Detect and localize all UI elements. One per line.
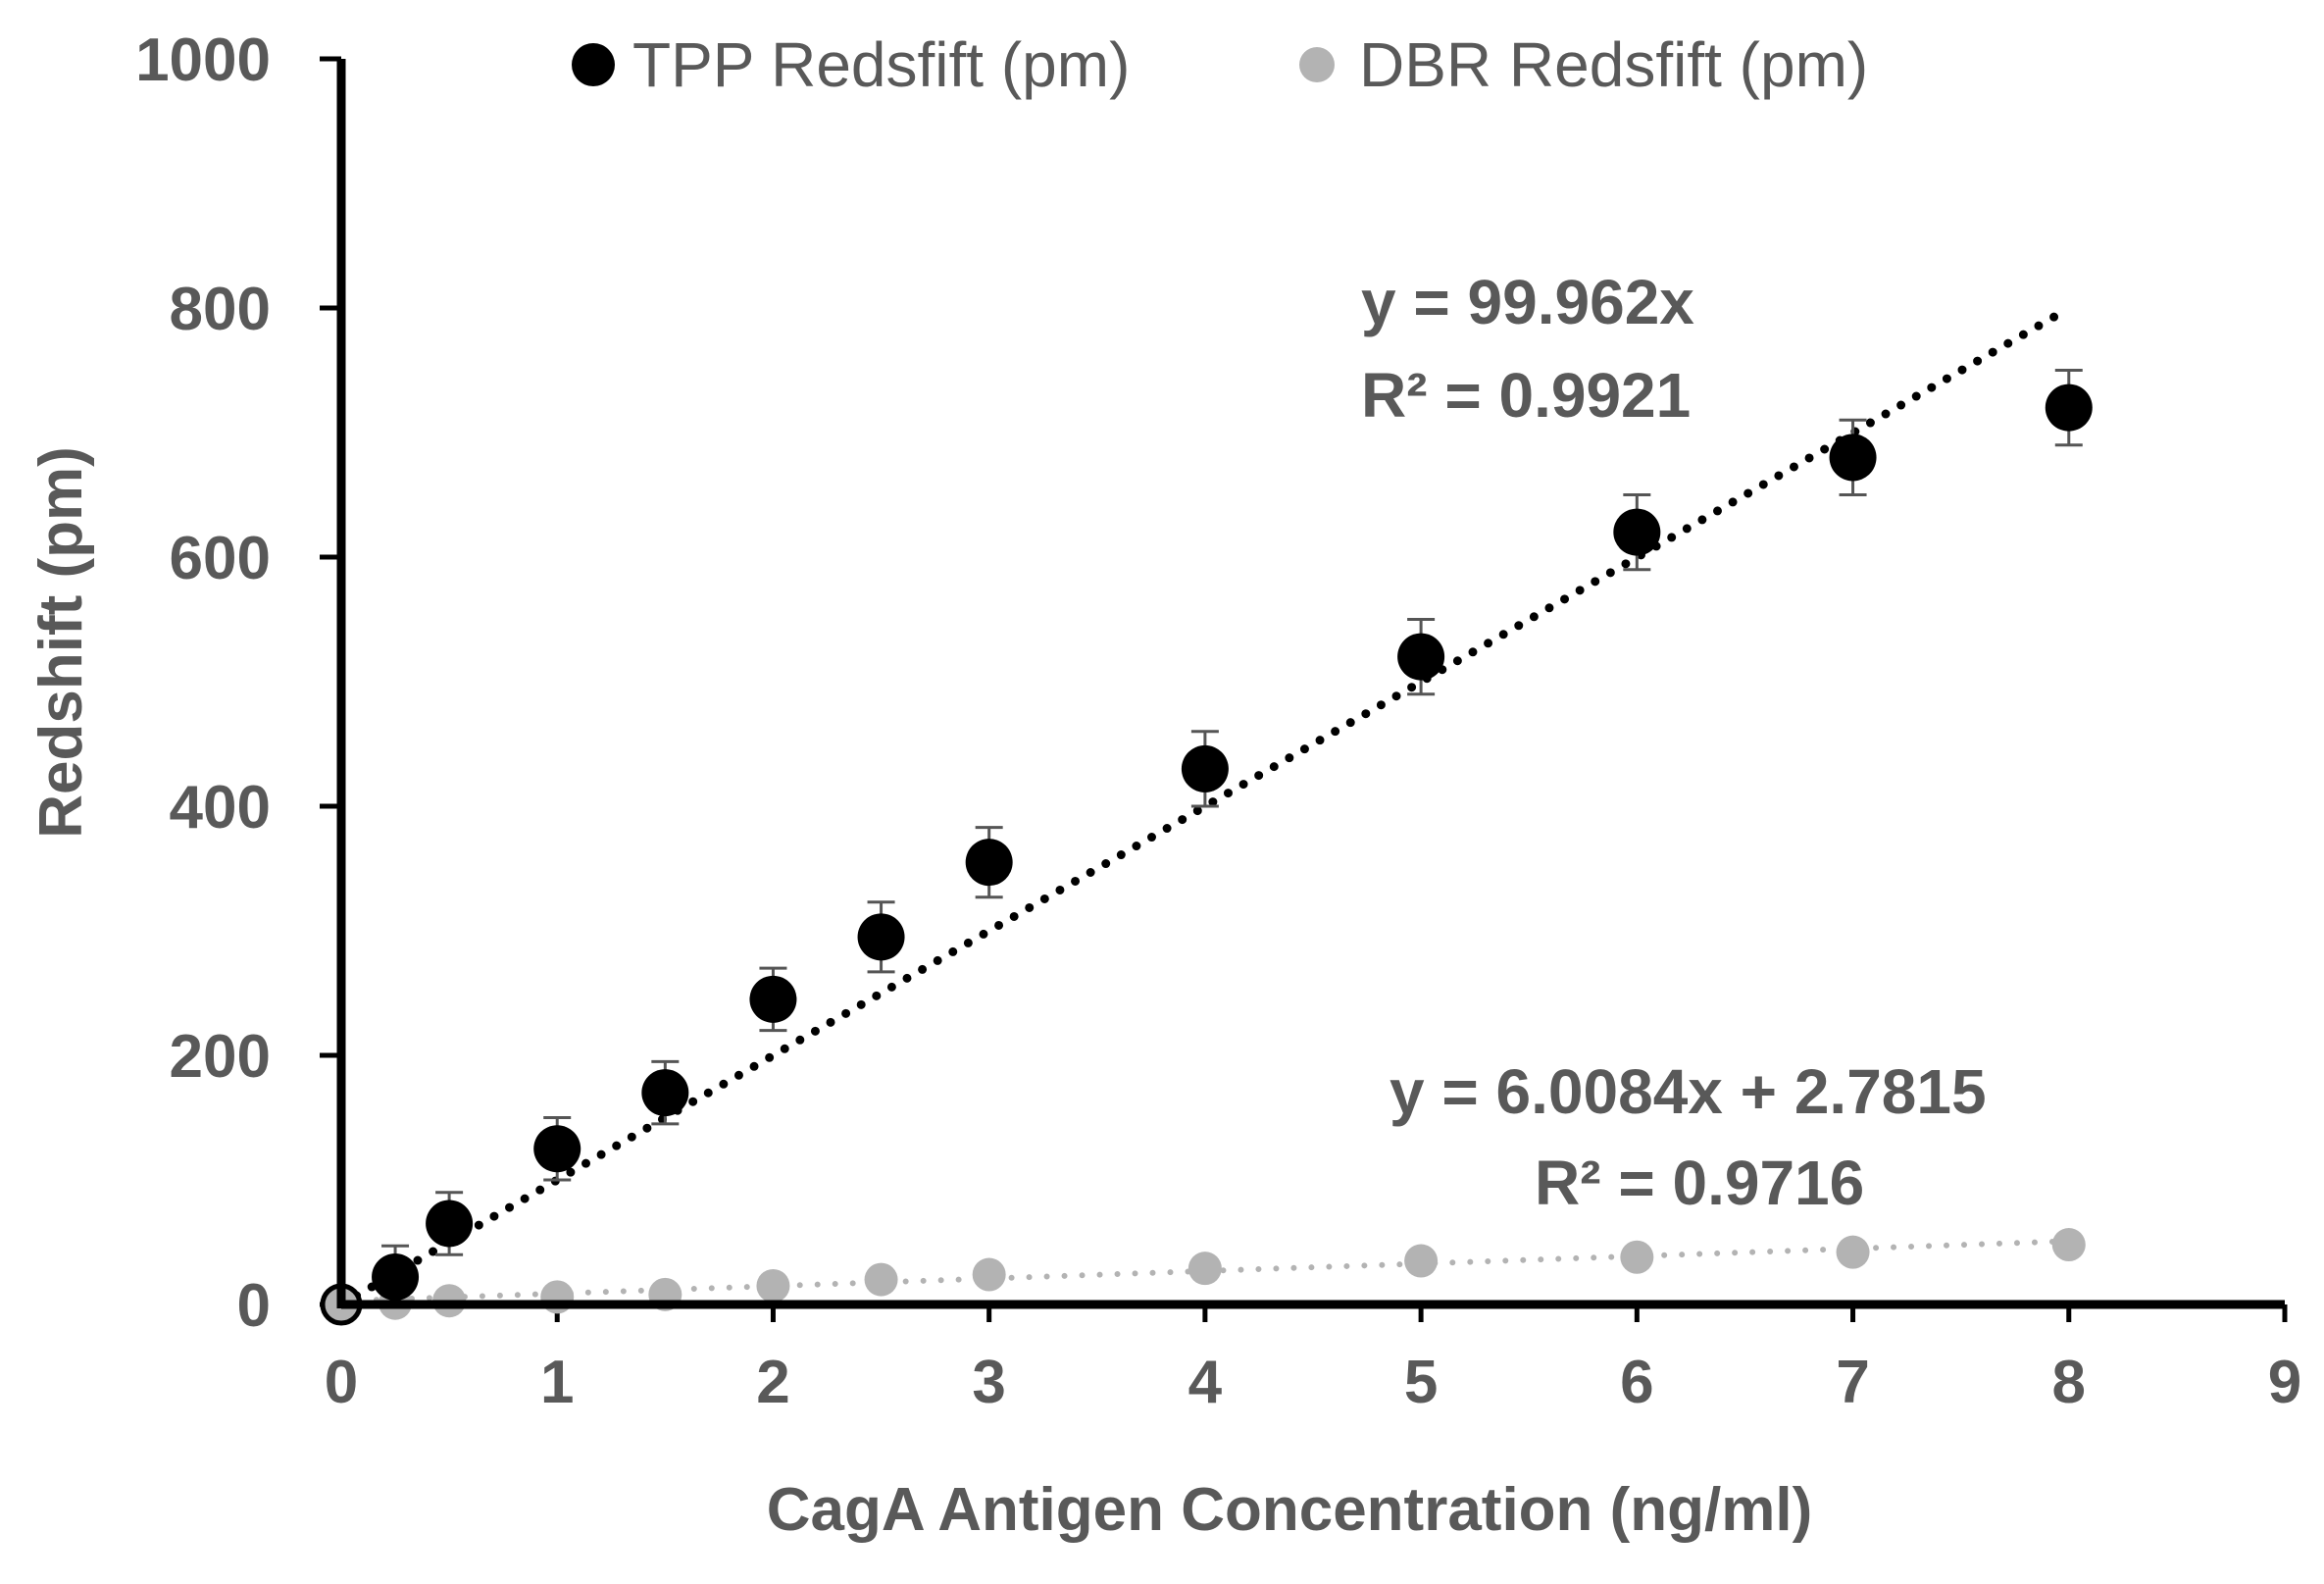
tpp-data-point <box>965 839 1013 887</box>
x-tick-label: 7 <box>1836 1349 1869 1416</box>
tpp-data-point <box>2045 383 2093 432</box>
legend-dbr-label: DBR Redsfift (pm) <box>1359 29 1868 100</box>
x-tick-label: 5 <box>1404 1349 1438 1416</box>
dbr-data-point <box>1620 1240 1654 1274</box>
y-tick-label: 800 <box>170 276 271 343</box>
dbr-equation-text: y = 6.0084x + 2.7815 <box>1389 1056 1987 1127</box>
legend-tpp-marker <box>572 43 615 86</box>
tpp-equation-text: y = 99.962x <box>1361 267 1694 337</box>
legend: TPP Redsfift (pm) DBR Redsfift (pm) <box>572 29 1868 100</box>
legend-dbr-marker <box>1299 47 1335 82</box>
x-tick-label: 0 <box>325 1349 358 1416</box>
tpp-r-squared-text: R² = 0.9921 <box>1361 360 1691 431</box>
x-tick-label: 1 <box>540 1349 574 1416</box>
x-tick-label: 9 <box>2268 1349 2301 1416</box>
legend-tpp-label: TPP Redsfift (pm) <box>632 29 1130 100</box>
tpp-data-point <box>533 1125 581 1173</box>
tpp-data-point <box>641 1069 689 1117</box>
dbr-data-point <box>1187 1252 1222 1286</box>
tpp-data-point <box>1829 434 1877 482</box>
tpp-data-point <box>749 975 797 1023</box>
tpp-data-point <box>857 913 905 961</box>
y-tick-label: 400 <box>170 774 271 842</box>
dbr-data-point <box>2051 1228 2086 1262</box>
dbr-data-point <box>1836 1235 1870 1269</box>
dbr-data-point <box>756 1268 790 1303</box>
tpp-data-point <box>1181 744 1229 792</box>
tpp-data-point <box>426 1200 474 1248</box>
dbr-r-squared-text: R² = 0.9716 <box>1535 1148 1864 1218</box>
x-tick-label: 3 <box>972 1349 1005 1416</box>
dbr-data-point <box>1404 1244 1439 1278</box>
tpp-data-point <box>1613 508 1661 556</box>
y-tick-label: 600 <box>170 525 271 592</box>
x-tick-label: 2 <box>756 1349 789 1416</box>
dbr-data-point <box>972 1257 1006 1292</box>
y-tick-label: 200 <box>170 1023 271 1091</box>
dbr-equation: y = 6.0084x + 2.7815 R² = 0.9716 <box>1389 1056 1987 1218</box>
x-tick-label: 4 <box>1188 1349 1223 1416</box>
y-tick-label: 0 <box>237 1272 271 1340</box>
axes <box>336 59 2285 1309</box>
tpp-data-point <box>1397 633 1445 681</box>
tpp-equation: y = 99.962x R² = 0.9921 <box>1361 267 1694 431</box>
y-tick-label: 1000 <box>135 26 271 94</box>
y-axis-title: Redshift (pm) <box>27 446 95 839</box>
tpp-trendline <box>336 310 2063 1309</box>
x-tick-label: 6 <box>1620 1349 1653 1416</box>
x-axis-title: CagA Antigen Concentration (ng/ml) <box>767 1476 1813 1544</box>
tpp-data-point <box>372 1253 420 1302</box>
y-axis-ticks: 0 200 400 600 800 1000 <box>135 26 341 1340</box>
x-axis-ticks: 0 1 2 3 4 5 6 7 8 9 <box>325 1304 2301 1416</box>
dbr-data-point <box>864 1262 898 1297</box>
x-tick-label: 8 <box>2052 1349 2086 1416</box>
